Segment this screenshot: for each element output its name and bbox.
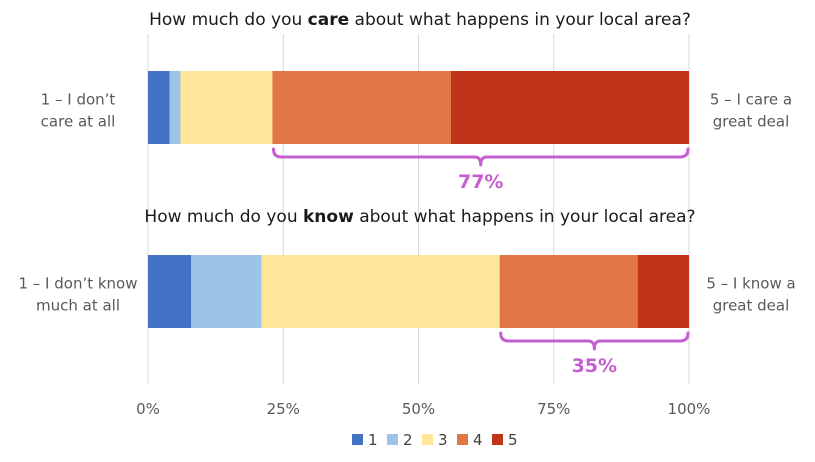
legend-label: 4	[473, 431, 483, 449]
title-part: about what happens in your local area?	[354, 207, 696, 227]
title-emphasis: care	[308, 10, 349, 30]
legend-swatch	[352, 434, 363, 445]
bar-segment-3	[180, 71, 273, 144]
title-part: How much do you	[149, 10, 308, 30]
left-scale-label: 1 – I don’t care at all	[41, 91, 116, 131]
annotation-bracket	[271, 147, 690, 167]
x-tick-label: 50%	[402, 400, 435, 418]
x-tick-label: 0%	[136, 400, 160, 418]
title-emphasis: know	[303, 207, 354, 227]
legend-item-1: 1	[352, 431, 378, 449]
legend-swatch	[387, 434, 398, 445]
panel-title: How much do you care about what happens …	[149, 10, 691, 30]
legend-item-2: 2	[387, 431, 413, 449]
annotation-label: 35%	[572, 355, 617, 377]
legend-label: 2	[403, 431, 413, 449]
x-tick-label: 25%	[267, 400, 300, 418]
left-scale-label-line: 1 – I don’t know	[18, 275, 137, 293]
bar-segment-4	[499, 255, 638, 328]
legend-swatch	[457, 434, 468, 445]
bar-segment-1	[148, 255, 192, 328]
bar-segment-1	[148, 71, 170, 144]
right-scale-label: 5 – I care a great deal	[710, 91, 792, 131]
right-scale-label-line: great deal	[713, 297, 790, 315]
annotation-label: 77%	[458, 171, 503, 193]
legend-label: 3	[438, 431, 448, 449]
bar-segment-2	[191, 255, 262, 328]
x-tick-label: 75%	[537, 400, 570, 418]
bar-segment-3	[261, 255, 500, 328]
right-scale-label-line: 5 – I care a	[710, 91, 792, 109]
bar-segment-2	[169, 71, 181, 144]
left-scale-label: 1 – I don’t know much at all	[18, 275, 137, 315]
annotation-bracket	[499, 331, 690, 351]
bar-segment-5	[637, 255, 689, 328]
legend-label: 1	[368, 431, 378, 449]
left-scale-label-line: care at all	[41, 113, 116, 131]
panel-title: How much do you know about what happens …	[144, 207, 695, 227]
legend: 1 2 3 4 5	[352, 431, 518, 449]
right-scale-label: 5 – I know a great deal	[706, 275, 795, 315]
left-scale-label-line: 1 – I don’t	[41, 91, 116, 109]
title-part: about what happens in your local area?	[349, 10, 691, 30]
right-scale-label-line: 5 – I know a	[706, 275, 795, 293]
panels: How much do you care about what happens …	[18, 10, 795, 377]
panel-2: How much do you know about what happens …	[18, 207, 795, 377]
left-scale-label-line: much at all	[36, 297, 120, 315]
legend-item-3: 3	[422, 431, 448, 449]
legend-item-5: 5	[492, 431, 518, 449]
bar-segment-5	[450, 71, 689, 144]
x-tick-label: 100%	[668, 400, 711, 418]
legend-item-4: 4	[457, 431, 483, 449]
bar-segment-4	[272, 71, 451, 144]
legend-swatch	[492, 434, 503, 445]
legend-label: 5	[508, 431, 518, 449]
right-scale-label-line: great deal	[713, 113, 790, 131]
legend-swatch	[422, 434, 433, 445]
panel-1: How much do you care about what happens …	[41, 10, 792, 193]
x-axis: 0% 25% 50% 75% 100%	[136, 400, 710, 418]
title-part: How much do you	[144, 207, 303, 227]
